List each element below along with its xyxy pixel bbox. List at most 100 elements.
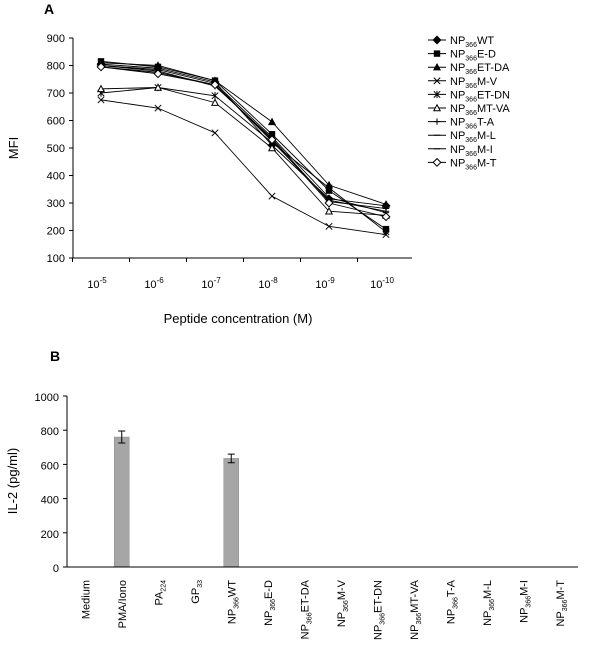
legend-label: NP366T-A xyxy=(450,117,495,131)
legend-item: NP366T-A xyxy=(428,117,495,131)
series-line xyxy=(100,65,387,209)
series-line xyxy=(100,62,387,205)
y-tick-label: 200 xyxy=(47,226,65,238)
data-point xyxy=(154,104,162,112)
legend-item: NP366M-T xyxy=(428,157,497,171)
legend-label: NP366M-I xyxy=(450,144,493,158)
category-label: NP366T-A xyxy=(445,579,459,624)
y-tick-label: 600 xyxy=(41,460,59,472)
series-NP366M-L xyxy=(97,66,390,212)
legend-item: NP366M-L xyxy=(428,130,496,144)
y-tick-label: 0 xyxy=(53,563,59,575)
legend-marker xyxy=(433,77,441,85)
series-line xyxy=(100,66,387,212)
panel-b-y-axis-title: IL-2 (pg/ml) xyxy=(5,448,20,514)
series-line xyxy=(100,66,387,218)
data-point xyxy=(96,84,106,93)
series-line xyxy=(100,87,387,216)
panel-a-legend: NP366WTNP366E-DNP366ET-DANP366M-VNP366ET… xyxy=(428,35,510,171)
series-line xyxy=(100,65,387,214)
category-label: NP366M-V xyxy=(336,579,350,627)
legend-label: NP366WT xyxy=(450,35,494,49)
data-point xyxy=(381,212,391,222)
legend-item: NP366ET-DA xyxy=(428,62,510,76)
y-tick-label: 300 xyxy=(47,198,65,210)
panel-b-bars xyxy=(114,430,239,568)
panel-b-category-labels: Medium PMA/Iono PA224 GP33 NP366WT NP366E-D NP… xyxy=(80,579,569,640)
y-tick-label: 600 xyxy=(47,116,65,128)
data-point xyxy=(382,205,390,212)
data-point xyxy=(382,228,390,236)
data-point xyxy=(211,92,219,100)
series-NP366MT-VA xyxy=(96,83,391,219)
x-tick-label: 10-10 xyxy=(370,276,394,291)
legend-marker xyxy=(432,62,442,71)
panel-b-y-axis-ticks: 0 200 400 600 800 1000 xyxy=(35,392,67,575)
data-point xyxy=(153,69,163,79)
series-NP366E-D xyxy=(97,58,390,233)
data-point xyxy=(325,222,333,230)
x-tick-label: 10-9 xyxy=(315,276,335,291)
data-point xyxy=(210,80,220,90)
y-tick-label: 100 xyxy=(47,253,65,265)
legend-marker xyxy=(432,103,442,112)
legend-marker xyxy=(433,90,441,99)
series-NP366WT xyxy=(96,59,391,211)
x-tick-label: 10-6 xyxy=(144,276,164,291)
legend-label: NP366M-T xyxy=(450,157,497,171)
data-point xyxy=(211,129,219,137)
panel-a-x-axis-title: Peptide concentration (M) xyxy=(164,311,313,326)
y-tick-label: 400 xyxy=(47,171,65,183)
series-NP366M-T xyxy=(96,62,391,222)
panel-b-letter: B xyxy=(50,348,60,364)
y-tick-label: 500 xyxy=(47,143,65,155)
category-label: Medium xyxy=(80,580,92,619)
legend-label: NP366M-L xyxy=(450,130,496,144)
panel-a-x-axis-ticks: 10-5 10-6 10-7 10-8 10-9 10-10 xyxy=(72,258,394,291)
legend-marker xyxy=(433,118,441,125)
x-tick-label: 10-8 xyxy=(258,276,278,291)
panel-a-letter: A xyxy=(44,1,54,17)
legend-label: NP366E-D xyxy=(450,49,496,63)
legend-item: NP366M-V xyxy=(428,76,498,90)
data-point xyxy=(324,207,334,215)
legend-item: NP366M-I xyxy=(428,144,493,158)
x-tick-label: 10-7 xyxy=(201,276,221,291)
legend-label: NP366ET-DA xyxy=(450,62,510,76)
y-tick-label: 900 xyxy=(47,33,65,45)
series-line xyxy=(100,99,387,236)
legend-label: NP366M-V xyxy=(450,76,498,90)
category-label: NP366E-D xyxy=(263,580,277,626)
data-point xyxy=(324,198,334,208)
panel-b-bar-chart: B 0 200 400 600 800 1000 IL-2 (pg/ml) Medium P… xyxy=(5,348,578,640)
panel-a-y-axis-title: MFI xyxy=(6,137,21,159)
legend-marker xyxy=(433,50,441,57)
data-point xyxy=(153,83,163,91)
data-point xyxy=(325,184,333,192)
legend-item: NP366WT xyxy=(428,35,494,49)
category-label: NP366WT xyxy=(226,580,240,624)
series-NP366T-A xyxy=(97,62,390,212)
y-tick-label: 400 xyxy=(41,495,59,507)
y-tick-label: 200 xyxy=(41,529,59,541)
legend-label: NP366ET-DN xyxy=(450,89,510,103)
category-label: PMA/Iono xyxy=(117,580,129,628)
panel-a-series xyxy=(96,58,391,239)
data-point xyxy=(267,143,277,152)
data-point xyxy=(268,192,276,200)
series-line xyxy=(100,63,387,207)
data-point xyxy=(267,117,277,126)
series-NP366ET-DA xyxy=(96,58,391,208)
data-point xyxy=(210,98,220,106)
category-label: GP33 xyxy=(190,580,204,604)
category-label: NP366M-I xyxy=(518,580,532,623)
y-tick-label: 1000 xyxy=(35,392,59,404)
series-line xyxy=(100,60,387,230)
data-point xyxy=(97,96,105,104)
y-tick-label: 800 xyxy=(47,61,65,73)
legend-label: NP366MT-VA xyxy=(450,103,510,117)
legend-marker xyxy=(432,35,442,45)
legend-item: NP366ET-DN xyxy=(428,89,510,103)
series-line xyxy=(100,87,387,233)
